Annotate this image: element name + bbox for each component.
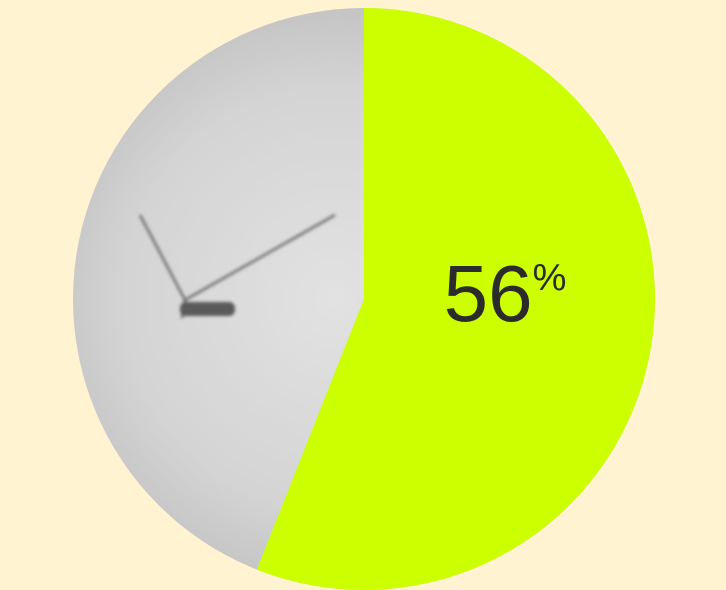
page: 56% (() => { const data = JSON.parse(doc… bbox=[0, 0, 726, 590]
chart: 56% bbox=[0, 0, 726, 590]
